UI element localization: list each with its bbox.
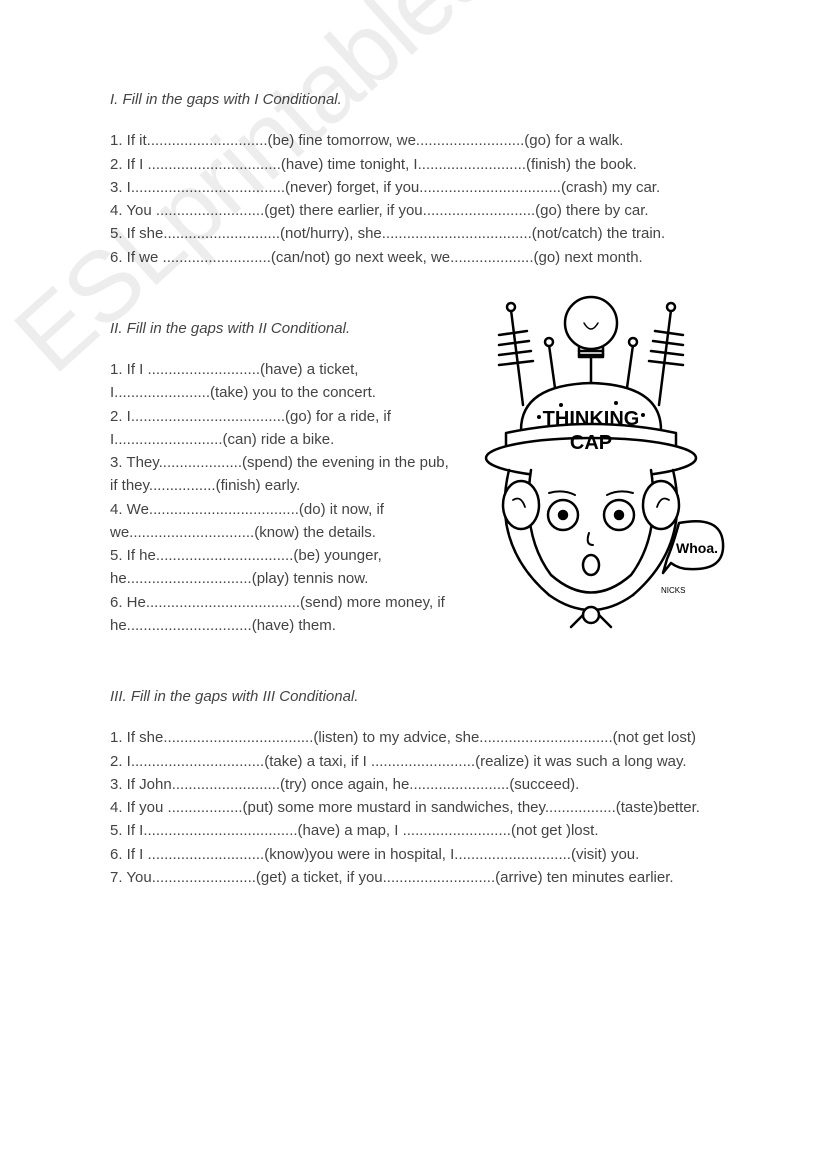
section-2-item: 1. If I ...........................(have…: [110, 358, 460, 405]
svg-text:THINKING: THINKING: [543, 408, 640, 430]
section-3-item: 1. If she...............................…: [110, 726, 711, 749]
thinking-cap-illustration: THINKING CAP Whoa. NICKS: [451, 275, 731, 635]
section-3-item: 7. You.........................(get) a t…: [110, 866, 711, 889]
section-1-title: I. Fill in the gaps with I Conditional.: [110, 88, 711, 111]
section-3-item: 2. I................................(tak…: [110, 750, 711, 773]
section-2-item: 3. They....................(spend) the e…: [110, 451, 460, 498]
section-3-item: 6. If I ............................(kno…: [110, 843, 711, 866]
section-3: III. Fill in the gaps with III Condition…: [110, 685, 711, 889]
svg-text:NICKS: NICKS: [661, 586, 685, 595]
section-1-item: 2. If I ................................…: [110, 153, 711, 176]
section-1-item: 3. I....................................…: [110, 176, 711, 199]
section-1: I. Fill in the gaps with I Conditional. …: [110, 88, 711, 269]
section-2-item: 6. He...................................…: [110, 591, 460, 638]
section-3-item: 3. If John..........................(try…: [110, 773, 711, 796]
section-1-item: 6. If we ..........................(can/…: [110, 246, 711, 269]
section-2-item: 2. I....................................…: [110, 405, 460, 452]
section-2-item: 5. If he................................…: [110, 544, 460, 591]
section-1-item: 5. If she............................(no…: [110, 222, 711, 245]
section-1-item: 4. You ..........................(get) t…: [110, 199, 711, 222]
section-1-item: 1. If it.............................(be…: [110, 129, 711, 152]
section-3-title: III. Fill in the gaps with III Condition…: [110, 685, 711, 708]
svg-text:Whoa.: Whoa.: [676, 540, 718, 556]
section-3-item: 5. If I.................................…: [110, 819, 711, 842]
section-3-item: 4. If you ..................(put) some m…: [110, 796, 711, 819]
section-2-item: 4. We...................................…: [110, 498, 460, 545]
svg-text:CAP: CAP: [570, 432, 612, 454]
